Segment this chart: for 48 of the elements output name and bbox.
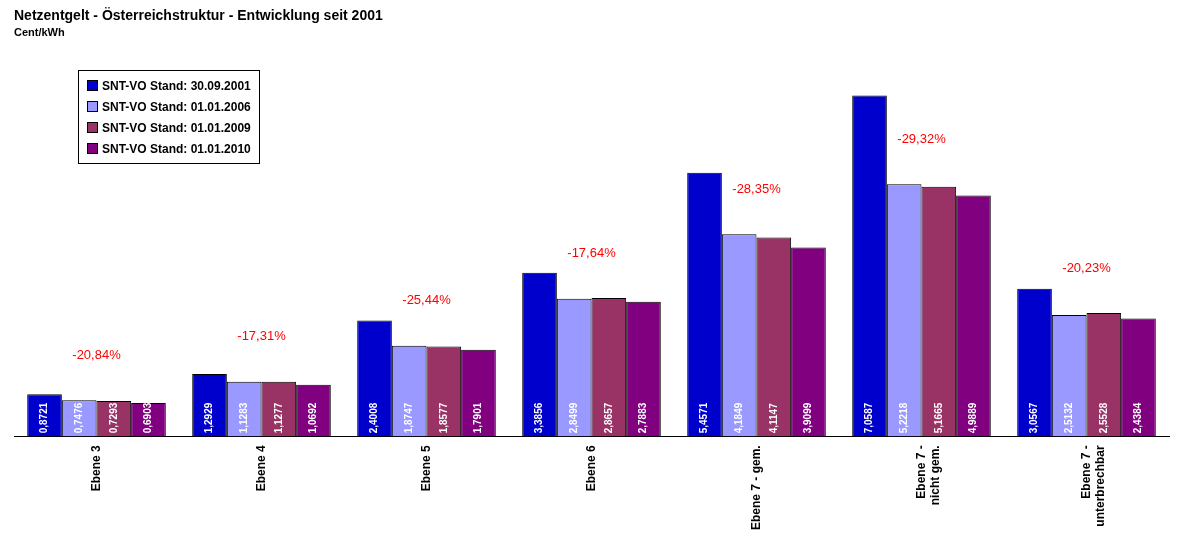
data-label: 0,6903 — [142, 402, 154, 434]
data-label: 2,5132 — [1062, 402, 1074, 434]
data-label: 0,8721 — [38, 402, 50, 434]
annotation: -20,84% — [72, 346, 122, 362]
data-label: 1,7901 — [472, 402, 484, 434]
data-label: 2,4008 — [368, 402, 380, 434]
legend-label: SNT-VO Stand: 01.01.2006 — [102, 99, 251, 114]
legend-label: SNT-VO Stand: 30.09.2001 — [102, 78, 251, 93]
legend-label: SNT-VO Stand: 01.01.2010 — [102, 141, 251, 156]
x-tick-label: Ebene 6 — [583, 444, 598, 492]
annotation: -29,32% — [897, 130, 947, 146]
data-label: 1,1283 — [237, 402, 249, 434]
data-label: 1,8747 — [402, 402, 414, 434]
annotation: -28,35% — [732, 180, 782, 196]
data-label: 2,8499 — [567, 402, 579, 434]
annotation: -17,31% — [237, 328, 287, 344]
data-label: 4,9889 — [967, 402, 979, 434]
x-tick-label: Ebene 5 — [418, 444, 433, 492]
chart-subtitle: Cent/kWh — [14, 26, 65, 39]
x-tick-label: Ebene 3 — [88, 444, 103, 492]
x-tick-label: Ebene 7 - unterbrechbar — [1078, 444, 1108, 527]
x-tick-label: Ebene 7 - gem. — [748, 445, 763, 531]
data-label: 2,5528 — [1097, 402, 1109, 434]
annotation: -20,23% — [1062, 259, 1112, 275]
data-label: 1,1277 — [272, 402, 284, 434]
data-label: 0,7293 — [107, 402, 119, 434]
data-label: 5,2218 — [897, 402, 909, 434]
data-label: 1,0692 — [307, 402, 319, 434]
data-label: 2,7883 — [637, 402, 649, 434]
data-label: 1,8577 — [437, 402, 449, 434]
data-label: 5,4571 — [698, 402, 710, 434]
data-label: 3,0567 — [1028, 402, 1040, 434]
data-label: 5,1665 — [932, 402, 944, 434]
x-tick-label: Ebene 7 - nicht gem. — [913, 445, 943, 506]
data-label: 3,9099 — [802, 402, 814, 434]
data-label: 2,4384 — [1132, 402, 1144, 434]
annotation: -25,44% — [402, 292, 452, 308]
annotation: -17,64% — [567, 244, 617, 260]
chart-title: Netzentgelt - Österreichstruktur - Entwicklung seit 2001 — [14, 7, 383, 24]
data-label: 4,1849 — [732, 402, 744, 434]
data-label: 1,2929 — [203, 402, 215, 434]
data-label: 0,7476 — [72, 402, 84, 434]
x-tick-label: Ebene 4 — [253, 444, 268, 492]
data-label: 2,8657 — [602, 402, 614, 434]
legend-label: SNT-VO Stand: 01.01.2009 — [102, 120, 251, 135]
data-label: 3,3856 — [533, 402, 545, 434]
data-label: 4,1147 — [767, 402, 779, 434]
data-label: 7,0587 — [863, 402, 875, 434]
